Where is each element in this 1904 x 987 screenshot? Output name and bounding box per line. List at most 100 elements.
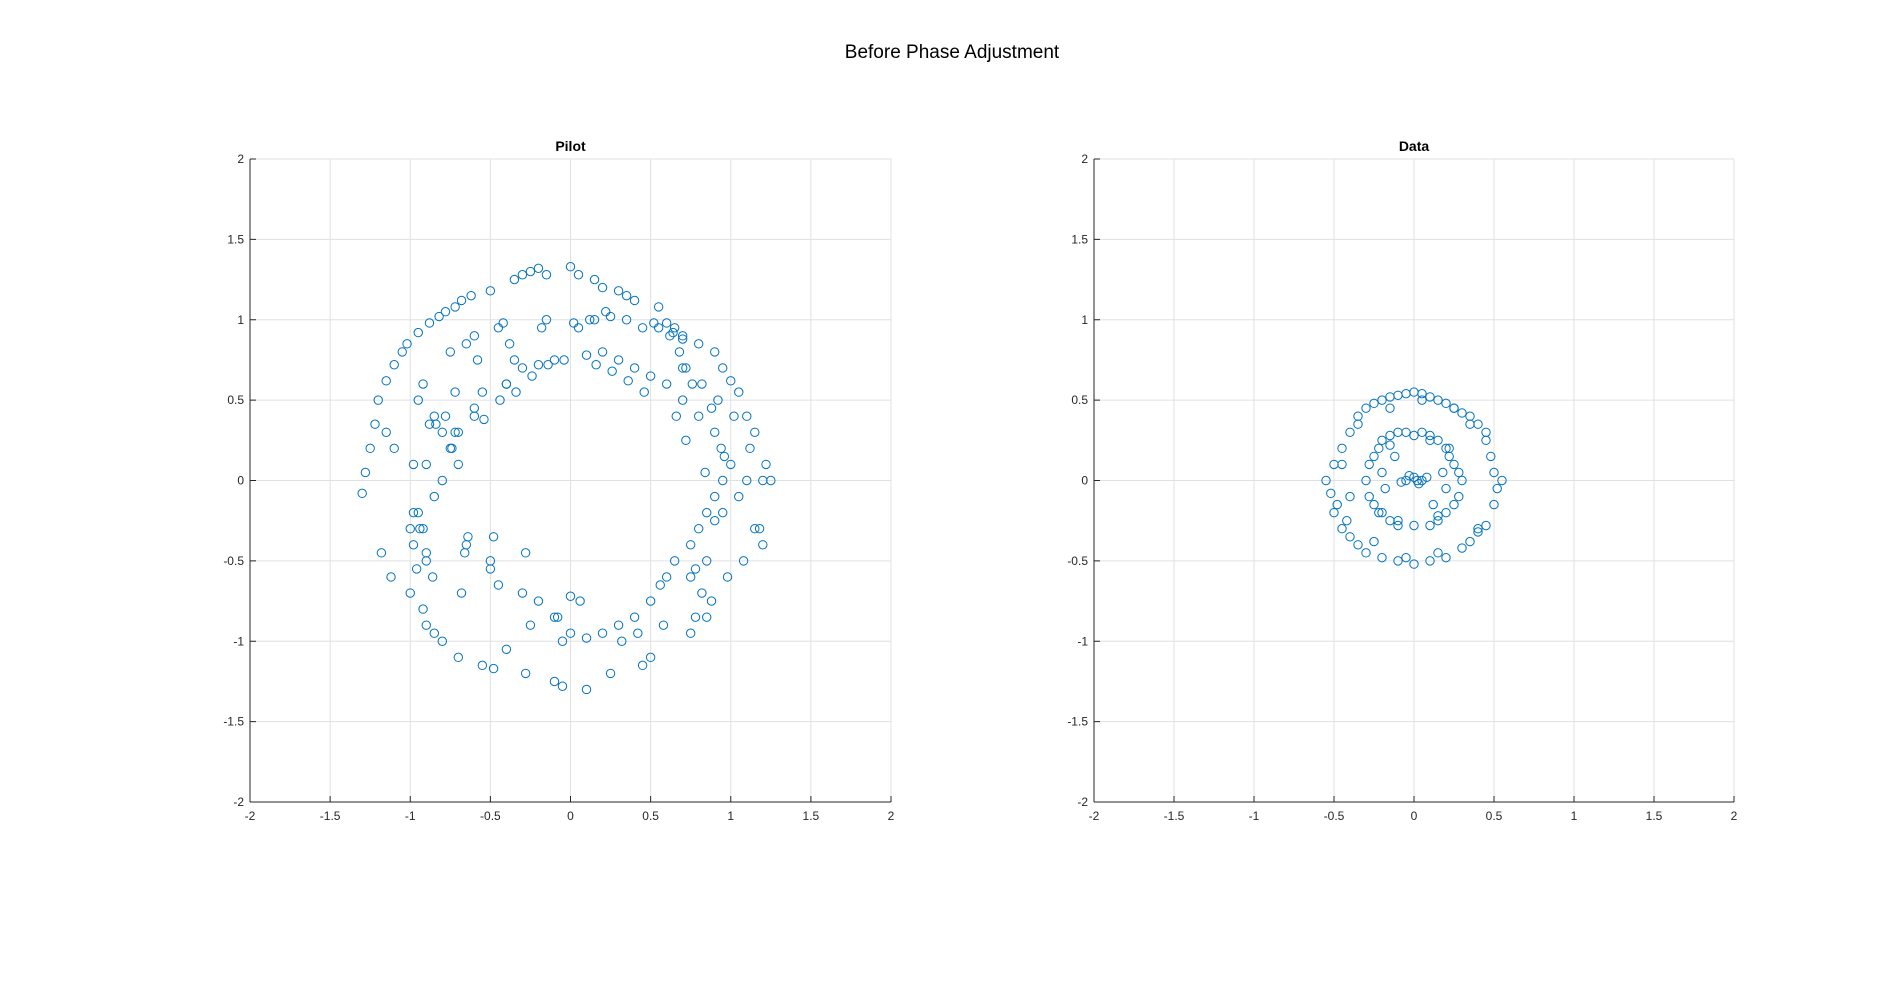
scatter-point-pilot — [710, 347, 720, 357]
scatter-point-pilot — [504, 339, 515, 349]
scatter-point-pilot — [437, 636, 447, 646]
scatter-point-pilot — [758, 475, 768, 486]
x-tick-label-pilot: -1 — [405, 809, 416, 823]
scatter-point-data — [1489, 499, 1499, 510]
scatter-point-pilot — [421, 459, 431, 470]
scatter-point-pilot — [536, 323, 547, 333]
scatter-point-data — [1369, 499, 1379, 510]
x-tick-label-pilot: 1 — [727, 809, 734, 823]
scatter-point-pilot — [761, 459, 771, 470]
scatter-point-pilot — [565, 591, 576, 601]
scatter-point-data — [1377, 507, 1387, 518]
scatter-point-pilot — [488, 663, 499, 674]
y-tick-label-pilot: 0.5 — [227, 393, 244, 407]
scatter-point-pilot — [493, 323, 504, 333]
scatter-point-data — [1425, 520, 1435, 531]
scatter-point-data — [1441, 483, 1451, 494]
scatter-point-pilot — [629, 295, 640, 306]
scatter-point-pilot — [557, 636, 568, 646]
scatter-point-data — [1361, 475, 1371, 486]
scatter-point-pilot — [440, 307, 451, 317]
scatter-point-pilot — [445, 347, 456, 357]
y-tick-label-pilot: -2 — [233, 795, 244, 809]
x-tick-label-data: -1 — [1249, 809, 1260, 823]
scatter-point-pilot — [408, 507, 419, 518]
scatter-point-pilot — [605, 668, 616, 679]
scatter-point-pilot — [681, 435, 691, 446]
scatter-point-pilot — [690, 564, 701, 574]
scatter-point-data — [1417, 395, 1427, 405]
scatter-point-data — [1353, 419, 1363, 429]
scatter-point-data — [1369, 536, 1379, 547]
scatter-point-pilot — [389, 360, 399, 370]
scatter-point-pilot — [450, 302, 460, 312]
scatter-point-data — [1457, 543, 1467, 553]
scatter-point-data — [1449, 403, 1459, 413]
scatter-point-pilot — [613, 286, 624, 296]
scatter-point-pilot — [718, 475, 728, 486]
scatter-point-data — [1425, 556, 1435, 566]
scatter-point-data — [1492, 483, 1502, 494]
scatter-point-pilot — [726, 376, 736, 386]
x-tick-label-data: 1.5 — [1646, 809, 1663, 823]
scatter-point-pilot — [690, 612, 701, 622]
scatter-point-pilot — [549, 612, 560, 622]
scatter-point-pilot — [466, 290, 476, 301]
scatter-point-pilot — [613, 620, 624, 630]
scatter-point-pilot — [415, 524, 425, 534]
scatter-point-data — [1497, 475, 1507, 486]
scatter-point-data — [1393, 515, 1403, 526]
scatter-point-pilot — [509, 355, 520, 365]
scatter-point-pilot — [668, 327, 678, 338]
scatter-point-pilot — [501, 644, 512, 654]
scatter-point-pilot — [460, 548, 470, 558]
scatter-point-pilot — [722, 572, 733, 582]
scatter-point-pilot — [360, 467, 371, 478]
scatter-point-data — [1425, 430, 1435, 441]
scatter-point-data — [1374, 443, 1384, 454]
scatter-point-pilot — [718, 507, 728, 518]
scatter-point-pilot — [726, 459, 736, 470]
scatter-point-pilot — [669, 556, 680, 566]
scatter-point-data — [1364, 459, 1374, 470]
scatter-point-data — [1369, 451, 1379, 462]
scatter-point-data — [1332, 499, 1342, 510]
axes-title-data: Data — [1399, 138, 1430, 154]
scatter-point-data — [1369, 398, 1379, 409]
x-tick-label-pilot: 1.5 — [803, 809, 820, 823]
y-tick-label-pilot: -1.5 — [223, 715, 244, 729]
scatter-point-data — [1380, 483, 1390, 494]
scatter-point-pilot — [685, 540, 696, 550]
scatter-point-pilot — [653, 323, 664, 333]
scatter-point-data — [1486, 451, 1496, 462]
scatter-point-data — [1417, 475, 1427, 486]
scatter-point-pilot — [581, 350, 592, 360]
scatter-point-pilot — [413, 507, 423, 518]
scatter-point-data — [1489, 467, 1499, 478]
scatter-point-data — [1457, 408, 1467, 418]
scatter-point-pilot — [710, 427, 720, 437]
scatter-point-data — [1473, 527, 1483, 537]
x-tick-label-pilot: 2 — [888, 809, 895, 823]
scatter-point-pilot — [589, 274, 600, 285]
scatter-point-pilot — [437, 427, 447, 437]
scatter-point-pilot — [525, 266, 536, 277]
scatter-point-pilot — [453, 652, 464, 663]
scatter-point-pilot — [719, 451, 730, 462]
scatter-point-pilot — [645, 652, 656, 663]
scatter-point-data — [1409, 472, 1419, 482]
scatter-point-pilot — [463, 532, 473, 542]
scatter-point-data — [1457, 475, 1467, 486]
scatter-point-data — [1401, 475, 1411, 486]
axes-pilot: -2 -1.5 -1 -0.5 0 0.5 1 1.5 2 2 1.5 1 0.5 0 -0.5 -1 -1.5… — [223, 138, 894, 823]
scatter-point-data — [1374, 507, 1384, 518]
scatter-point-data — [1345, 427, 1355, 437]
y-tick-label-pilot: 2 — [237, 152, 244, 166]
scatter-point-pilot — [565, 262, 576, 272]
scatter-point-pilot — [541, 315, 552, 325]
scatter-point-data — [1425, 392, 1435, 402]
scatter-point-pilot — [565, 628, 576, 638]
scatter-point-pilot — [700, 467, 710, 478]
scatter-point-pilot — [569, 318, 579, 328]
